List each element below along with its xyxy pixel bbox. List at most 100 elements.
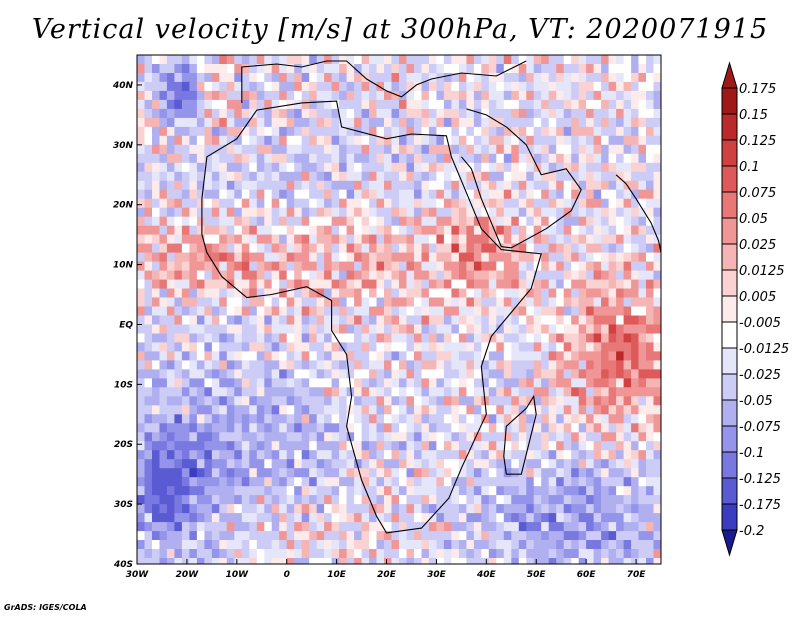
heat-cell bbox=[294, 225, 303, 236]
heat-cell bbox=[211, 117, 220, 128]
heat-cell bbox=[256, 55, 265, 65]
heat-cell bbox=[571, 351, 580, 361]
heat-cell bbox=[241, 234, 250, 245]
heat-cell bbox=[496, 405, 505, 415]
heat-cell bbox=[533, 73, 542, 83]
colorbar-label: 0.025 bbox=[739, 238, 776, 253]
heat-cell bbox=[428, 378, 437, 388]
heat-cell bbox=[294, 432, 303, 442]
heat-cell bbox=[458, 306, 467, 317]
heat-cell bbox=[309, 504, 318, 514]
heat-cell bbox=[563, 450, 572, 460]
colorbar-label: 0.0125 bbox=[739, 264, 785, 279]
heat-cell bbox=[443, 441, 452, 451]
heat-cell bbox=[256, 315, 265, 326]
heat-cell bbox=[496, 549, 505, 559]
heat-cell bbox=[369, 162, 378, 173]
heat-cell bbox=[481, 108, 490, 119]
heat-cell bbox=[443, 288, 452, 299]
heat-cell bbox=[249, 243, 258, 254]
heat-cell bbox=[556, 126, 565, 137]
heat-cell bbox=[181, 252, 190, 263]
heat-cell bbox=[204, 315, 213, 326]
heat-cell bbox=[279, 162, 288, 173]
heat-cell bbox=[189, 522, 198, 532]
heat-cell bbox=[144, 477, 153, 487]
heat-cell bbox=[196, 333, 205, 344]
heat-cell bbox=[211, 81, 220, 92]
heat-cell bbox=[631, 198, 640, 209]
heat-cell bbox=[488, 135, 497, 146]
heat-cell bbox=[181, 369, 190, 379]
heat-cell bbox=[578, 504, 587, 514]
heat-cell bbox=[436, 216, 445, 227]
heat-cell bbox=[556, 333, 565, 344]
heat-cell bbox=[391, 288, 400, 299]
heat-cell bbox=[548, 387, 557, 397]
heat-cell bbox=[526, 297, 535, 308]
heat-cell bbox=[646, 315, 655, 326]
heat-cell bbox=[556, 414, 565, 424]
heat-cell bbox=[414, 459, 423, 469]
heat-cell bbox=[593, 171, 602, 182]
heat-cell bbox=[436, 108, 445, 119]
heat-cell bbox=[541, 55, 550, 65]
heat-cell bbox=[601, 198, 610, 209]
heat-cell bbox=[631, 333, 640, 344]
heat-cell bbox=[518, 396, 527, 406]
heat-cell bbox=[166, 360, 175, 370]
heat-cell bbox=[488, 180, 497, 191]
heat-cell bbox=[451, 504, 460, 514]
heat-cell bbox=[511, 108, 520, 119]
heat-cell bbox=[451, 64, 460, 74]
heat-cell bbox=[369, 279, 378, 290]
heat-cell bbox=[421, 189, 430, 200]
heat-cell bbox=[586, 252, 595, 263]
heat-cell bbox=[189, 117, 198, 128]
chart-title: Vertical velocity [m/s] at 300hPa, VT: 2… bbox=[31, 14, 769, 45]
heat-cell bbox=[541, 162, 550, 173]
heat-cell bbox=[451, 135, 460, 146]
y-tick-label: 10S bbox=[114, 380, 133, 390]
heat-cell bbox=[503, 279, 512, 290]
heat-cell bbox=[399, 441, 408, 451]
heat-cell bbox=[354, 333, 363, 344]
heat-cell bbox=[518, 306, 527, 317]
heat-cell bbox=[593, 495, 602, 505]
heat-cell bbox=[533, 468, 542, 478]
heat-cell bbox=[503, 495, 512, 505]
heat-cell bbox=[376, 153, 385, 164]
heat-cell bbox=[271, 450, 280, 460]
heat-cell bbox=[369, 414, 378, 424]
heat-cell bbox=[421, 126, 430, 137]
heat-cell bbox=[406, 405, 415, 415]
heat-cell bbox=[137, 99, 146, 110]
heat-cell bbox=[414, 153, 423, 164]
heat-cell bbox=[301, 270, 310, 281]
heat-cell bbox=[646, 342, 655, 352]
heat-cell bbox=[488, 432, 497, 442]
heat-cell bbox=[421, 450, 430, 460]
heat-cell bbox=[339, 234, 348, 245]
heat-cell bbox=[339, 450, 348, 460]
heat-cell bbox=[421, 162, 430, 173]
heat-cell bbox=[488, 558, 497, 564]
heat-cell bbox=[226, 450, 235, 460]
heat-cell bbox=[481, 531, 490, 541]
heat-cell bbox=[391, 423, 400, 433]
heat-cell bbox=[616, 180, 625, 191]
heat-cell bbox=[286, 369, 295, 379]
heat-cell bbox=[166, 333, 175, 344]
heat-cell bbox=[518, 270, 527, 281]
heat-cell bbox=[166, 189, 175, 200]
heat-cell bbox=[384, 234, 393, 245]
heat-cell bbox=[586, 333, 595, 344]
heat-cell bbox=[436, 297, 445, 308]
heat-cell bbox=[548, 252, 557, 263]
heat-cell bbox=[443, 450, 452, 460]
heat-cell bbox=[286, 396, 295, 406]
heat-cell bbox=[578, 261, 587, 272]
heat-cell bbox=[159, 189, 168, 200]
heat-cell bbox=[638, 351, 647, 361]
heat-cell bbox=[331, 234, 340, 245]
